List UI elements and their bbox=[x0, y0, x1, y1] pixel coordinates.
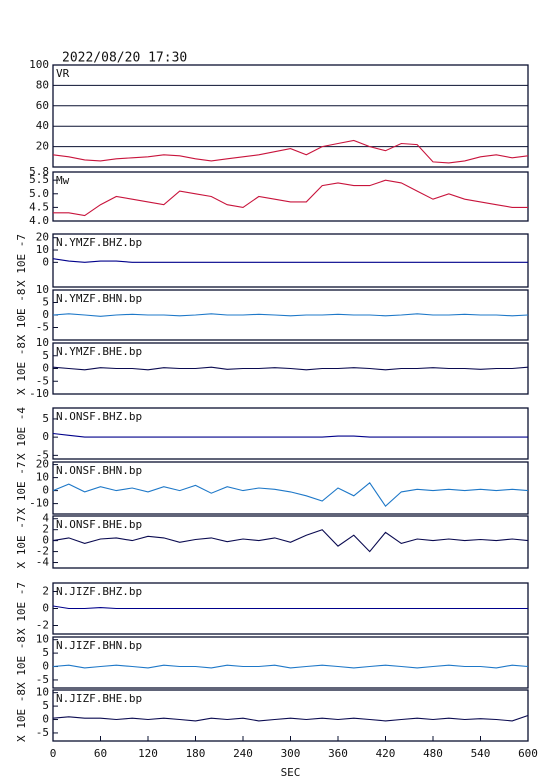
panel-label: Mw bbox=[56, 174, 70, 187]
x-axis-label: SEC bbox=[281, 766, 301, 779]
x-tick-label: 240 bbox=[233, 747, 253, 760]
y-tick-label: 0 bbox=[42, 430, 49, 443]
x-tick-label: 600 bbox=[518, 747, 538, 760]
panel-frame bbox=[52, 64, 529, 168]
y-tick-label: -2 bbox=[36, 619, 49, 632]
y-tick-label: 4.5 bbox=[29, 200, 49, 213]
y-tick-label: 100 bbox=[29, 58, 49, 71]
y-tick-label: 0 bbox=[42, 308, 49, 321]
series-line bbox=[52, 139, 529, 164]
y-tick-label: 5.0 bbox=[29, 187, 49, 200]
series-line bbox=[52, 432, 528, 438]
series-line bbox=[52, 605, 528, 610]
y-tick-label: -5 bbox=[36, 374, 49, 387]
y-tick-label: 2 bbox=[42, 585, 49, 598]
x-tick-label: 0 bbox=[50, 747, 57, 760]
series-line bbox=[52, 313, 529, 317]
series-line bbox=[52, 366, 529, 371]
y-tick-label: 5 bbox=[42, 349, 49, 362]
y-tick-label: 5 bbox=[42, 646, 49, 659]
panel-label: N.ONSF.BHN.bp bbox=[56, 464, 142, 477]
panel-label: N.JIZF.BHN.bp bbox=[56, 639, 142, 652]
series-line bbox=[52, 258, 528, 263]
y-tick-label: 5 bbox=[42, 296, 49, 309]
panel-label: N.ONSF.BHE.bp bbox=[56, 518, 142, 531]
axis-label: X 10E -7 bbox=[15, 462, 28, 515]
y-tick-label: 4 bbox=[42, 512, 49, 525]
y-tick-label: -5 bbox=[36, 448, 49, 461]
y-tick-label: 0 bbox=[42, 660, 49, 673]
y-tick-label: -5 bbox=[36, 673, 49, 686]
axis-label: X 10E -7 bbox=[15, 516, 28, 569]
series-line bbox=[52, 664, 529, 669]
y-tick-label: 40 bbox=[36, 119, 49, 132]
panel-label: N.JIZF.BHZ.bp bbox=[56, 585, 142, 598]
y-tick-label: -5 bbox=[36, 726, 49, 739]
y-tick-label: -10 bbox=[29, 387, 49, 400]
axis-label: X 10E -7 bbox=[15, 582, 28, 635]
series-line bbox=[53, 179, 528, 217]
y-tick-label: 10 bbox=[36, 633, 49, 646]
x-tick-label: 120 bbox=[138, 747, 158, 760]
y-tick-label: 20 bbox=[36, 231, 49, 244]
y-tick-label: 5 bbox=[42, 412, 49, 425]
y-tick-label: 80 bbox=[36, 78, 49, 91]
chart-title: 2022/08/20 17:30 bbox=[62, 51, 187, 66]
y-tick-label: 0 bbox=[42, 713, 49, 726]
x-tick-label: 540 bbox=[471, 747, 491, 760]
axis-label: X 10E -8 bbox=[15, 689, 28, 742]
y-tick-label: 0 bbox=[42, 484, 49, 497]
panel-frame bbox=[52, 171, 529, 222]
series-line bbox=[52, 529, 529, 553]
panel-frame bbox=[52, 636, 529, 689]
y-tick-label: -10 bbox=[29, 497, 49, 510]
y-tick-label: 0 bbox=[42, 362, 49, 375]
x-tick-label: 180 bbox=[186, 747, 206, 760]
axis-label: X 10E -4 bbox=[15, 407, 28, 460]
panel-label: N.JIZF.BHE.bp bbox=[56, 692, 142, 705]
axis-label: X 10E -8 bbox=[15, 289, 28, 342]
y-tick-label: 60 bbox=[36, 99, 49, 112]
y-tick-label: 20 bbox=[36, 140, 49, 153]
y-tick-label: 2 bbox=[42, 523, 49, 536]
series-line bbox=[52, 481, 529, 508]
y-tick-label: 5 bbox=[42, 699, 49, 712]
y-tick-label: 0 bbox=[42, 602, 49, 615]
x-tick-label: 300 bbox=[281, 747, 301, 760]
y-tick-label: 0 bbox=[42, 255, 49, 268]
panel-frame bbox=[52, 233, 529, 288]
y-tick-label: 10 bbox=[36, 336, 49, 349]
y-tick-label: 0 bbox=[42, 534, 49, 547]
series-line bbox=[52, 714, 529, 722]
x-tick-label: 360 bbox=[328, 747, 348, 760]
y-tick-label: -4 bbox=[36, 556, 50, 569]
y-tick-label: 5.8 bbox=[29, 165, 49, 178]
y-tick-label: 10 bbox=[36, 243, 49, 256]
y-tick-label: 10 bbox=[36, 686, 49, 699]
axis-label: X 10E -7 bbox=[15, 234, 28, 287]
panel-frame bbox=[52, 461, 529, 515]
y-tick-label: 4.0 bbox=[29, 214, 49, 227]
y-tick-label: 5.5 bbox=[29, 173, 49, 186]
panel-label: N.YMZF.BHN.bp bbox=[56, 292, 142, 305]
y-tick-label: -2 bbox=[36, 545, 49, 558]
panel-frame bbox=[52, 515, 529, 569]
axis-label: X 10E -8 bbox=[15, 342, 28, 395]
panel-label: N.YMZF.BHZ.bp bbox=[56, 236, 142, 249]
y-tick-label: 20 bbox=[36, 458, 49, 471]
panel-label: N.YMZF.BHE.bp bbox=[56, 345, 142, 358]
x-tick-label: 60 bbox=[94, 747, 107, 760]
axis-label: X 10E -8 bbox=[15, 636, 28, 689]
y-tick-label: 10 bbox=[36, 471, 49, 484]
y-tick-label: -5 bbox=[36, 321, 49, 334]
x-tick-label: 420 bbox=[376, 747, 396, 760]
panel-label: N.ONSF.BHZ.bp bbox=[56, 410, 142, 423]
y-tick-label: 10 bbox=[36, 283, 49, 296]
panel-label: VR bbox=[56, 67, 70, 80]
x-tick-label: 480 bbox=[423, 747, 443, 760]
